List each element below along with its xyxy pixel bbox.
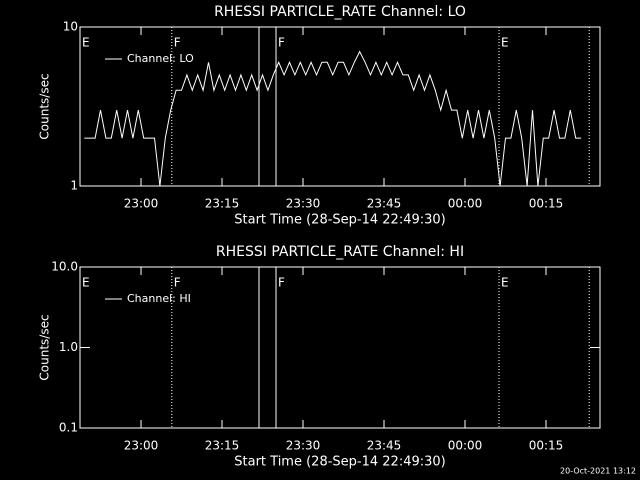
y-tick-label: 1.0 — [59, 340, 78, 354]
y-tick-label: 1 — [70, 179, 78, 193]
chart-title: RHESSI PARTICLE_RATE Channel: LO — [214, 4, 466, 20]
y-tick-label: 10.0 — [51, 260, 78, 274]
x-tick-label: 23:15 — [205, 197, 240, 211]
region-label: E — [501, 36, 509, 50]
chart-title: RHESSI PARTICLE_RATE Channel: HI — [216, 244, 464, 260]
region-label: F — [174, 276, 181, 290]
x-tick-label: 23:45 — [367, 197, 402, 211]
x-tick-label: 00:15 — [529, 439, 564, 453]
x-tick-label: 00:00 — [448, 439, 483, 453]
region-label: E — [82, 276, 90, 290]
region-label: F — [174, 36, 181, 50]
y-axis-label: Counts/sec — [38, 314, 52, 380]
y-axis-label: Counts/sec — [38, 73, 52, 139]
region-label: F — [278, 276, 285, 290]
x-tick-label: 23:30 — [286, 439, 321, 453]
legend-entry: Channel: LO — [127, 52, 194, 65]
x-tick-label: 23:00 — [124, 197, 159, 211]
x-axis-label: Start Time (28-Sep-14 22:49:30) — [234, 455, 445, 470]
x-tick-label: 23:00 — [124, 439, 159, 453]
x-axis-label: Start Time (28-Sep-14 22:49:30) — [234, 213, 445, 228]
footer: 20-Oct-2021 13:12 — [560, 467, 636, 476]
region-label: E — [82, 36, 90, 50]
x-tick-label: 23:30 — [286, 197, 321, 211]
x-tick-label: 23:15 — [205, 439, 240, 453]
plot-frame — [79, 26, 601, 187]
region-label: F — [278, 36, 285, 50]
data-line — [84, 50, 582, 187]
y-tick-label: 10 — [63, 20, 78, 34]
y-tick-label: 0.1 — [59, 421, 78, 435]
x-tick-label: 00:15 — [529, 197, 564, 211]
x-tick-label: 00:00 — [448, 197, 483, 211]
legend-entry: Channel: HI — [127, 292, 191, 305]
region-label: E — [501, 276, 509, 290]
x-tick-label: 23:45 — [367, 439, 402, 453]
